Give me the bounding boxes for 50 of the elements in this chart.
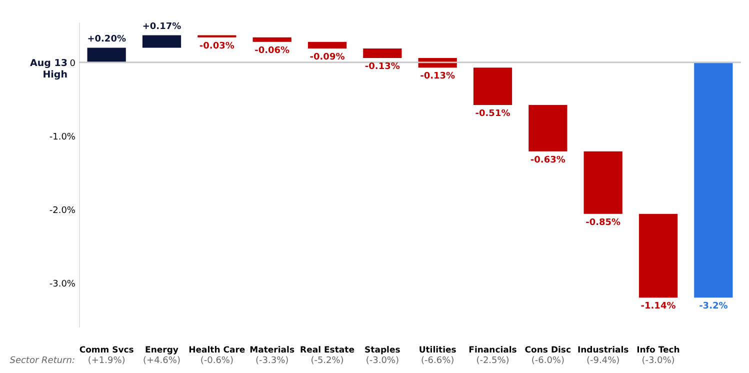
x-tick-label: Health Care	[188, 346, 246, 356]
x-tick-label: Industrials	[577, 346, 629, 356]
text: (-3.0%)	[366, 356, 399, 366]
data-label: -0.13%	[364, 62, 400, 72]
data-label: +0.20%	[87, 34, 126, 45]
bar	[584, 151, 622, 214]
bar	[252, 37, 292, 42]
x-tick-label: Energy	[145, 346, 179, 356]
text: (+4.6%)	[143, 356, 180, 366]
data-label: -3.2%	[699, 302, 728, 312]
x-tick-label: Real Estate	[300, 346, 355, 356]
text: Sector Return:	[10, 356, 75, 366]
bar	[308, 42, 347, 48]
data-label: +0.17%	[142, 22, 182, 32]
data-label: -0.03%	[199, 41, 234, 52]
x-tick-label: Staples	[364, 346, 400, 356]
bar	[87, 48, 126, 62]
bar	[694, 62, 733, 298]
bar	[142, 35, 182, 48]
data-label: -0.85%	[586, 218, 621, 228]
y-tick-label: -1.0%	[49, 132, 76, 142]
data-label: -0.09%	[310, 52, 345, 62]
data-label: -0.51%	[475, 109, 510, 120]
text: (-6.0%)	[531, 356, 564, 366]
bar	[528, 105, 568, 152]
text: (-5.2%)	[310, 356, 344, 366]
x-tick-label: Financials	[468, 346, 517, 356]
text: (-0.6%)	[200, 356, 234, 366]
x-tick-label: Comm Svcs	[79, 346, 134, 356]
text: (-2.5%)	[476, 356, 510, 366]
y-tick-label: -2.0%	[49, 206, 76, 216]
text: (-6.6%)	[421, 356, 454, 366]
data-label: -0.63%	[530, 155, 566, 166]
data-label: -0.13%	[420, 72, 456, 82]
x-tick-label: Utilities	[418, 346, 456, 356]
text: (+1.9%)	[88, 356, 126, 366]
x-tick-label: Cons Disc	[524, 346, 572, 356]
y-tick-label: -3.0%	[49, 279, 76, 290]
bar	[363, 48, 402, 58]
bar	[473, 68, 512, 106]
bar	[638, 214, 678, 298]
data-label: -0.06%	[254, 46, 290, 56]
text: (-3.0%)	[642, 356, 675, 366]
x-tick-label: Info Tech	[636, 346, 680, 356]
y-tick-label: 0	[70, 58, 76, 69]
text: (-3.3%)	[256, 356, 289, 366]
y-axis-title: Aug 13 High	[30, 58, 68, 80]
data-label: -1.14%	[640, 302, 676, 312]
x-tick-label: Materials	[250, 346, 295, 356]
text: (-9.4%)	[586, 356, 620, 366]
